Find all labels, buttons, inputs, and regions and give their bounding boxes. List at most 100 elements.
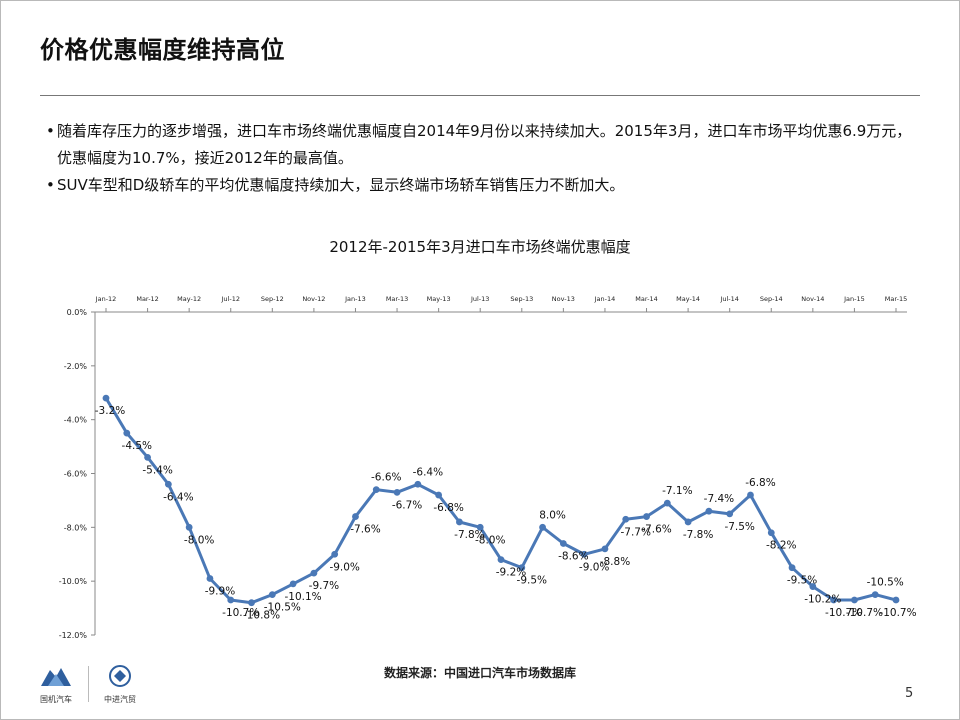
data-point	[456, 518, 463, 526]
data-label: -10.8%	[243, 610, 280, 622]
bullet-item: • SUV车型和D级轿车的平均优惠幅度持续加大，显示终端市场轿车销售压力不断加大…	[46, 172, 926, 199]
data-point	[310, 569, 318, 577]
y-tick-label: -8.0%	[64, 523, 88, 532]
bullet-text: SUV车型和D级轿车的平均优惠幅度持续加大，显示终端市场轿车销售压力不断加大。	[57, 176, 625, 194]
bullet-item: • 随着库存压力的逐步增强，进口车市场终端优惠幅度自2014年9月份以来持续加大…	[46, 118, 926, 172]
data-point	[268, 591, 276, 599]
data-label: -9.0%	[579, 561, 609, 573]
data-label: -6.4%	[413, 466, 443, 478]
data-label: -9.7%	[309, 580, 339, 592]
data-label: -7.7%	[621, 526, 651, 538]
data-label: -5.4%	[142, 464, 172, 476]
y-tick-label: -2.0%	[64, 362, 88, 371]
data-point	[476, 523, 484, 531]
x-tick-label: Nov-13	[552, 295, 575, 303]
data-label: -3.2%	[95, 405, 125, 417]
logo-caption: 中进汽贸	[104, 695, 136, 704]
data-point	[809, 583, 817, 590]
data-point	[539, 523, 546, 531]
y-tick-label: -6.0%	[64, 470, 88, 479]
data-label: -6.8%	[745, 477, 775, 489]
data-point	[643, 513, 650, 520]
data-point	[871, 591, 879, 599]
data-label: -8.0%	[475, 534, 505, 546]
x-tick-label: Mar-12	[136, 295, 158, 303]
data-point	[580, 550, 588, 558]
y-tick-label: -10.0%	[59, 577, 88, 586]
data-label: -7.8%	[454, 529, 484, 541]
data-label: -10.7%	[879, 607, 916, 619]
x-tick-label: Sep-13	[510, 295, 533, 303]
y-tick-label: 0.0%	[67, 308, 88, 317]
data-point	[788, 564, 796, 572]
logo-zhongjin: 中进汽贸	[94, 664, 146, 705]
data-label: -8.6%	[558, 550, 588, 562]
data-point	[767, 529, 775, 537]
data-label: -10.2%	[804, 594, 841, 606]
data-label: -9.9%	[205, 585, 235, 597]
data-point	[726, 510, 734, 518]
y-tick-label: -4.0%	[64, 416, 88, 425]
data-label: -10.5%	[264, 602, 301, 614]
data-point	[102, 394, 110, 402]
data-label: -7.8%	[683, 529, 713, 541]
x-tick-label: Jul-14	[719, 295, 738, 303]
chart-title: 2012年-2015年3月进口车市场终端优惠幅度	[329, 238, 631, 256]
data-label: -6.4%	[163, 491, 193, 503]
data-label: -10.5%	[867, 577, 904, 589]
data-point	[684, 518, 692, 526]
data-label: -7.4%	[704, 493, 734, 505]
data-point	[747, 491, 754, 499]
data-label: -8.2%	[766, 540, 796, 552]
x-tick-label: May-14	[676, 295, 700, 303]
x-tick-label: Jul-13	[470, 295, 489, 303]
data-label: -7.6%	[641, 524, 671, 536]
data-point	[497, 556, 505, 564]
data-point	[851, 596, 858, 604]
data-source-note: 数据来源：中国进口汽车市场数据库	[383, 666, 576, 680]
page-number: 5	[905, 686, 914, 701]
data-point	[663, 499, 671, 507]
bullet-list: • 随着库存压力的逐步增强，进口车市场终端优惠幅度自2014年9月份以来持续加大…	[46, 118, 926, 199]
data-label: -9.5%	[517, 575, 547, 587]
bullet-marker: •	[46, 176, 55, 194]
x-tick-label: Sep-12	[261, 295, 284, 303]
logo-caption: 国机汽车	[40, 695, 72, 704]
data-label: -7.6%	[350, 524, 380, 536]
data-label: -6.7%	[392, 499, 422, 511]
data-label: 8.0%	[539, 509, 566, 521]
data-point	[601, 545, 609, 553]
y-tick-label: -12.0%	[59, 631, 88, 640]
x-tick-label: Jan-15	[843, 295, 865, 303]
x-tick-label: Mar-15	[885, 295, 907, 303]
data-label: -10.7%	[825, 607, 862, 619]
logo-guoji: 国机汽车	[30, 664, 82, 705]
data-point	[206, 575, 214, 582]
title-divider	[40, 95, 920, 96]
data-point	[164, 480, 172, 488]
data-point	[331, 550, 339, 558]
circle-logo-icon	[109, 665, 131, 687]
data-label: -9.0%	[329, 561, 359, 573]
data-label: -4.5%	[122, 440, 152, 452]
data-label: -7.5%	[724, 521, 754, 533]
mountain-logo-icon	[41, 668, 71, 686]
logo-divider	[88, 666, 89, 702]
data-point	[372, 486, 380, 494]
data-point	[892, 596, 900, 604]
data-point	[144, 453, 151, 461]
data-point	[435, 491, 443, 499]
data-point	[393, 488, 401, 496]
data-point	[559, 540, 567, 547]
x-tick-label: Mar-13	[386, 295, 408, 303]
x-tick-label: Sep-14	[760, 295, 783, 303]
data-label: -6.8%	[433, 502, 463, 514]
data-point	[705, 507, 713, 515]
x-tick-label: Jul-12	[221, 295, 240, 303]
data-label: -7.1%	[662, 485, 692, 497]
data-label: -6.6%	[371, 472, 401, 484]
x-tick-label: Jan-13	[344, 295, 366, 303]
data-point	[352, 513, 359, 520]
x-tick-label: May-13	[427, 295, 451, 303]
